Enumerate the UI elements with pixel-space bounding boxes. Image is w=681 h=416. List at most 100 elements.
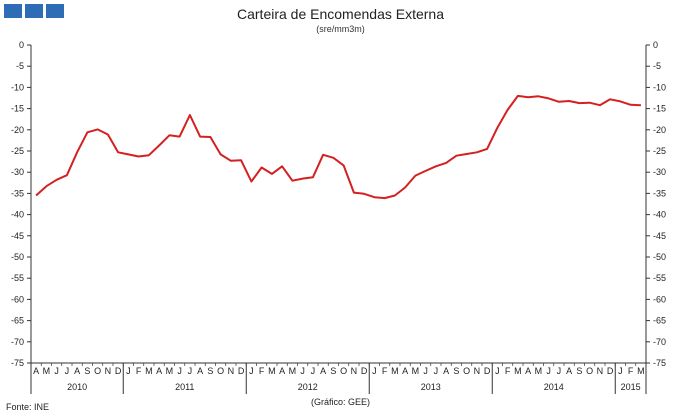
month-label: A <box>74 366 80 376</box>
month-label: O <box>586 366 593 376</box>
y-tick-label-left: -30 <box>11 167 24 177</box>
month-label: J <box>434 366 439 376</box>
month-label: D <box>238 366 245 376</box>
month-label: J <box>249 366 254 376</box>
year-label: 2012 <box>298 382 318 392</box>
month-label: J <box>311 366 316 376</box>
month-label: N <box>351 366 358 376</box>
month-label: M <box>514 366 522 376</box>
y-tick-label-right: -20 <box>653 125 666 135</box>
month-label: D <box>607 366 614 376</box>
month-label: M <box>289 366 297 376</box>
month-label: M <box>145 366 153 376</box>
month-label: N <box>474 366 481 376</box>
month-label: O <box>463 366 470 376</box>
y-tick-label-left: -35 <box>11 188 24 198</box>
y-tick-label-left: -60 <box>11 294 24 304</box>
y-tick-label-right: -40 <box>653 210 666 220</box>
y-tick-label-left: -20 <box>11 125 24 135</box>
month-label: O <box>217 366 224 376</box>
month-label: A <box>525 366 531 376</box>
month-label: F <box>628 366 634 376</box>
month-label: A <box>279 366 285 376</box>
y-tick-label-right: -50 <box>653 252 666 262</box>
month-label: M <box>43 366 51 376</box>
month-label: A <box>156 366 162 376</box>
month-label: A <box>33 366 39 376</box>
year-label: 2011 <box>175 382 194 392</box>
y-tick-label-right: -60 <box>653 294 666 304</box>
month-label: J <box>126 366 131 376</box>
month-label: J <box>177 366 182 376</box>
month-label: O <box>340 366 347 376</box>
y-tick-label-left: -5 <box>16 61 24 71</box>
year-label: 2013 <box>421 382 441 392</box>
month-label: D <box>115 366 122 376</box>
y-tick-label-left: -40 <box>11 210 24 220</box>
y-tick-label-left: -15 <box>11 104 24 114</box>
y-tick-label-left: -50 <box>11 252 24 262</box>
y-tick-label-left: -75 <box>11 358 24 368</box>
y-tick-label-left: -10 <box>11 82 24 92</box>
y-tick-label-left: -70 <box>11 337 24 347</box>
year-label: 2015 <box>621 382 641 392</box>
month-label: A <box>402 366 408 376</box>
month-label: A <box>320 366 326 376</box>
y-tick-label-right: -25 <box>653 146 666 156</box>
month-label: M <box>535 366 543 376</box>
month-label: S <box>207 366 213 376</box>
y-tick-label-left: -25 <box>11 146 24 156</box>
y-tick-label-right: -45 <box>653 231 666 241</box>
month-label: J <box>65 366 70 376</box>
y-tick-label-right: -70 <box>653 337 666 347</box>
y-tick-label-right: -75 <box>653 358 666 368</box>
year-label: 2014 <box>544 382 564 392</box>
month-label: F <box>136 366 142 376</box>
chart-credit: (Gráfico: GEE) <box>310 397 370 407</box>
logo <box>4 4 64 18</box>
month-label: N <box>597 366 604 376</box>
month-label: F <box>259 366 265 376</box>
month-label: J <box>423 366 428 376</box>
y-tick-label-left: -55 <box>11 273 24 283</box>
month-label: S <box>330 366 336 376</box>
logo-square <box>46 4 64 18</box>
month-label: M <box>268 366 276 376</box>
y-tick-label-right: -15 <box>653 104 666 114</box>
year-label: 2010 <box>67 382 87 392</box>
month-label: S <box>453 366 459 376</box>
month-label: J <box>557 366 562 376</box>
month-label: J <box>495 366 500 376</box>
month-label: N <box>105 366 112 376</box>
month-label: J <box>372 366 377 376</box>
y-tick-label-right: -10 <box>653 82 666 92</box>
month-label: M <box>166 366 174 376</box>
month-label: M <box>637 366 645 376</box>
month-label: J <box>300 366 305 376</box>
y-tick-label-right: -35 <box>653 188 666 198</box>
month-label: A <box>197 366 203 376</box>
month-label: J <box>618 366 623 376</box>
month-label: F <box>382 366 388 376</box>
y-tick-label-right: 0 <box>653 40 658 50</box>
month-label: J <box>188 366 193 376</box>
month-label: O <box>94 366 101 376</box>
y-tick-label-left: -65 <box>11 316 24 326</box>
y-tick-label-left: -45 <box>11 231 24 241</box>
y-tick-label-right: -5 <box>653 61 661 71</box>
y-tick-label-left: 0 <box>19 40 24 50</box>
month-label: N <box>228 366 235 376</box>
source-note: Fonte: INE <box>6 402 50 412</box>
month-label: M <box>412 366 420 376</box>
chart-title: Carteira de Encomendas Externa <box>237 6 444 22</box>
y-tick-label-right: -55 <box>653 273 666 283</box>
month-label: D <box>361 366 368 376</box>
month-label: J <box>54 366 59 376</box>
month-label: A <box>443 366 449 376</box>
month-label: S <box>84 366 90 376</box>
logo-square <box>25 4 43 18</box>
y-tick-label-right: -30 <box>653 167 666 177</box>
month-label: F <box>505 366 511 376</box>
month-label: D <box>484 366 491 376</box>
